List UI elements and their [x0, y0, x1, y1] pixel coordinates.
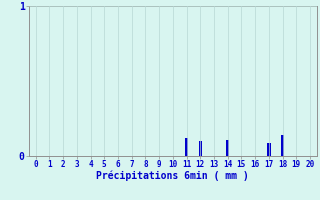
Bar — [185, 138, 188, 156]
Bar — [198, 141, 202, 156]
Bar — [226, 140, 229, 156]
Bar — [267, 142, 270, 156]
Bar — [281, 135, 284, 156]
X-axis label: Précipitations 6min ( mm ): Précipitations 6min ( mm ) — [96, 171, 249, 181]
